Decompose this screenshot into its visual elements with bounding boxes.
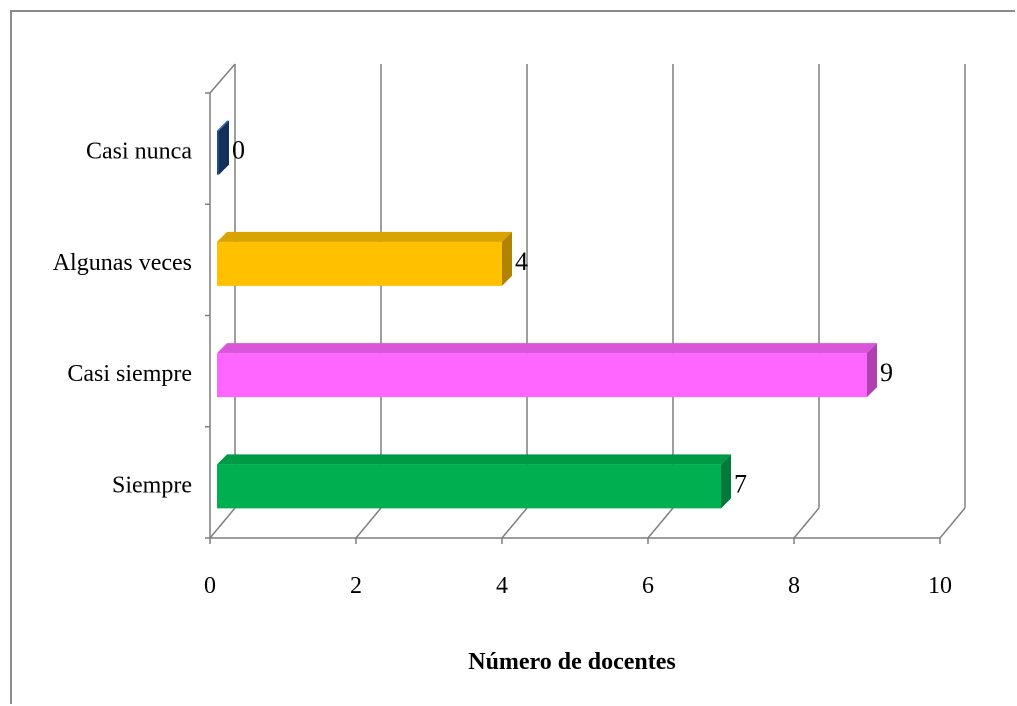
x-tick-label-5: 10 — [928, 573, 952, 599]
x-tick-label-4: 8 — [788, 573, 800, 599]
bars — [217, 120, 877, 509]
bar-front-1 — [217, 241, 502, 286]
bar-0 — [217, 120, 229, 175]
floor-line-0 — [209, 507, 236, 539]
floor-line-3 — [647, 507, 674, 539]
x-tick-label-3: 6 — [642, 573, 654, 599]
category-label-0: Casi nunca — [86, 139, 192, 165]
bar-front-0 — [217, 130, 219, 175]
bar-side-3 — [721, 454, 731, 509]
data-label-1: 4 — [515, 247, 528, 276]
bar-top-0 — [217, 120, 229, 131]
bar-side-0 — [219, 120, 229, 175]
x-tick-label-1: 2 — [350, 573, 362, 599]
bar-1 — [217, 231, 512, 286]
bar-side-1 — [502, 231, 512, 286]
gridlines — [209, 63, 966, 539]
wall-top-line — [209, 63, 236, 94]
bar-side-2 — [867, 343, 877, 398]
data-label-2: 9 — [880, 358, 893, 387]
bar-top-3 — [217, 454, 731, 465]
floor-line-5 — [939, 507, 966, 539]
bar-3 — [217, 454, 731, 509]
category-label-1: Algunas veces — [53, 250, 192, 276]
bar-top-2 — [217, 343, 877, 354]
bar-front-3 — [217, 464, 721, 509]
data-label-0: 0 — [232, 136, 245, 165]
floor-line-4 — [793, 507, 820, 539]
x-axis-title: Número de docentes — [468, 649, 676, 675]
bar-top-1 — [217, 231, 512, 242]
bar-front-2 — [217, 353, 867, 398]
x-tick-label-2: 4 — [496, 573, 508, 599]
axes — [205, 92, 941, 544]
category-label-2: Casi siempre — [67, 361, 192, 387]
floor-line-1 — [355, 507, 382, 539]
floor-line-2 — [501, 507, 528, 539]
labels: 0 2 4 6 8 10 0 Casi nunca 4 Algunas veces 9 Casi si… — [53, 136, 952, 599]
data-label-3: 7 — [734, 469, 747, 498]
category-label-3: Siempre — [112, 472, 192, 498]
x-tick-label-0: 0 — [204, 573, 216, 599]
bar-2 — [217, 343, 877, 398]
